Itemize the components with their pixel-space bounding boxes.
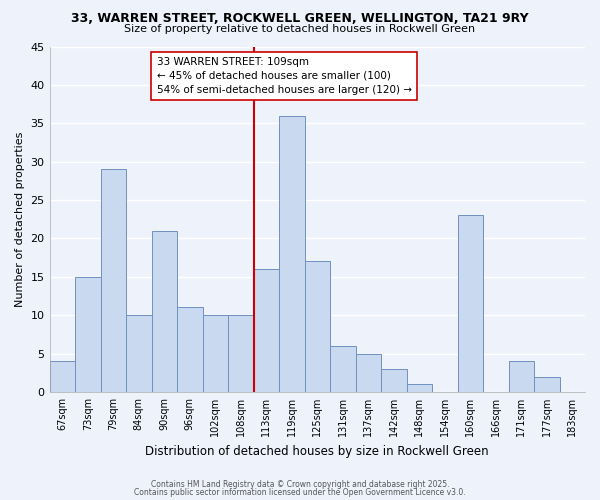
Bar bbox=[407, 384, 432, 392]
Bar bbox=[279, 116, 305, 392]
Text: Contains HM Land Registry data © Crown copyright and database right 2025.: Contains HM Land Registry data © Crown c… bbox=[151, 480, 449, 489]
Text: Size of property relative to detached houses in Rockwell Green: Size of property relative to detached ho… bbox=[124, 24, 476, 34]
Bar bbox=[458, 216, 483, 392]
Bar bbox=[356, 354, 381, 392]
Bar bbox=[50, 361, 75, 392]
X-axis label: Distribution of detached houses by size in Rockwell Green: Distribution of detached houses by size … bbox=[145, 444, 489, 458]
Bar bbox=[126, 315, 152, 392]
Bar bbox=[152, 230, 177, 392]
Bar bbox=[534, 376, 560, 392]
Bar bbox=[305, 262, 330, 392]
Bar bbox=[75, 277, 101, 392]
Bar bbox=[177, 308, 203, 392]
Bar bbox=[101, 170, 126, 392]
Text: Contains public sector information licensed under the Open Government Licence v3: Contains public sector information licen… bbox=[134, 488, 466, 497]
Text: 33, WARREN STREET, ROCKWELL GREEN, WELLINGTON, TA21 9RY: 33, WARREN STREET, ROCKWELL GREEN, WELLI… bbox=[71, 12, 529, 26]
Bar bbox=[254, 269, 279, 392]
Y-axis label: Number of detached properties: Number of detached properties bbox=[15, 132, 25, 307]
Text: 33 WARREN STREET: 109sqm
← 45% of detached houses are smaller (100)
54% of semi-: 33 WARREN STREET: 109sqm ← 45% of detach… bbox=[157, 57, 412, 95]
Bar bbox=[228, 315, 254, 392]
Bar bbox=[381, 369, 407, 392]
Bar bbox=[509, 361, 534, 392]
Bar bbox=[203, 315, 228, 392]
Bar bbox=[330, 346, 356, 392]
